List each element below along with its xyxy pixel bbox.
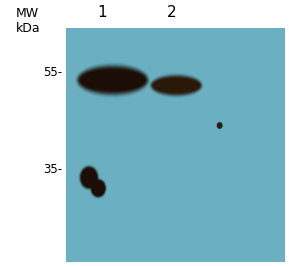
Ellipse shape xyxy=(79,165,99,190)
Ellipse shape xyxy=(82,72,143,88)
Ellipse shape xyxy=(79,68,147,93)
Ellipse shape xyxy=(151,76,201,95)
Text: 35-: 35- xyxy=(43,163,62,176)
Ellipse shape xyxy=(155,80,198,91)
Bar xyxy=(66,28,285,262)
Ellipse shape xyxy=(81,168,97,187)
Ellipse shape xyxy=(90,179,106,198)
Ellipse shape xyxy=(152,77,200,93)
Ellipse shape xyxy=(82,72,144,89)
Ellipse shape xyxy=(153,79,199,92)
Ellipse shape xyxy=(77,65,149,96)
Ellipse shape xyxy=(154,80,198,91)
Ellipse shape xyxy=(78,67,147,93)
Ellipse shape xyxy=(90,178,107,198)
Ellipse shape xyxy=(79,68,146,92)
Ellipse shape xyxy=(155,81,198,90)
Ellipse shape xyxy=(83,73,143,87)
Ellipse shape xyxy=(83,74,142,87)
Ellipse shape xyxy=(81,71,144,89)
Ellipse shape xyxy=(151,75,202,96)
Ellipse shape xyxy=(84,74,142,86)
Text: 1: 1 xyxy=(98,5,108,19)
Ellipse shape xyxy=(81,168,97,187)
Ellipse shape xyxy=(92,180,105,196)
Ellipse shape xyxy=(217,123,222,128)
Ellipse shape xyxy=(91,180,105,197)
Ellipse shape xyxy=(80,166,98,189)
Text: 55-: 55- xyxy=(43,66,62,78)
Ellipse shape xyxy=(216,121,223,129)
Ellipse shape xyxy=(90,179,106,198)
Ellipse shape xyxy=(82,169,96,186)
Ellipse shape xyxy=(76,63,150,97)
Ellipse shape xyxy=(150,74,202,96)
Ellipse shape xyxy=(79,166,99,190)
Ellipse shape xyxy=(217,123,222,128)
Ellipse shape xyxy=(91,179,105,197)
Ellipse shape xyxy=(80,69,146,91)
Ellipse shape xyxy=(217,123,222,128)
Ellipse shape xyxy=(81,70,144,90)
Ellipse shape xyxy=(91,179,106,197)
Ellipse shape xyxy=(217,122,223,129)
Ellipse shape xyxy=(80,70,145,91)
Ellipse shape xyxy=(217,122,223,129)
Ellipse shape xyxy=(152,76,201,95)
Ellipse shape xyxy=(216,122,223,129)
Text: 2: 2 xyxy=(167,5,177,19)
Ellipse shape xyxy=(151,75,202,95)
Ellipse shape xyxy=(149,73,203,97)
Ellipse shape xyxy=(150,74,203,97)
Ellipse shape xyxy=(78,66,148,94)
Ellipse shape xyxy=(217,122,223,129)
Ellipse shape xyxy=(92,181,104,195)
Ellipse shape xyxy=(79,165,99,190)
Text: MW
kDa: MW kDa xyxy=(16,7,40,35)
Ellipse shape xyxy=(82,168,96,187)
Ellipse shape xyxy=(153,78,199,92)
Ellipse shape xyxy=(77,65,148,95)
Ellipse shape xyxy=(92,180,105,196)
Ellipse shape xyxy=(92,181,104,195)
Ellipse shape xyxy=(216,122,223,129)
Ellipse shape xyxy=(153,78,200,93)
Ellipse shape xyxy=(80,167,98,188)
Ellipse shape xyxy=(155,81,197,89)
Ellipse shape xyxy=(80,166,98,189)
Ellipse shape xyxy=(217,122,222,128)
Ellipse shape xyxy=(152,77,201,94)
Ellipse shape xyxy=(81,167,97,188)
Ellipse shape xyxy=(76,64,149,96)
Ellipse shape xyxy=(154,80,199,91)
Ellipse shape xyxy=(90,178,107,199)
